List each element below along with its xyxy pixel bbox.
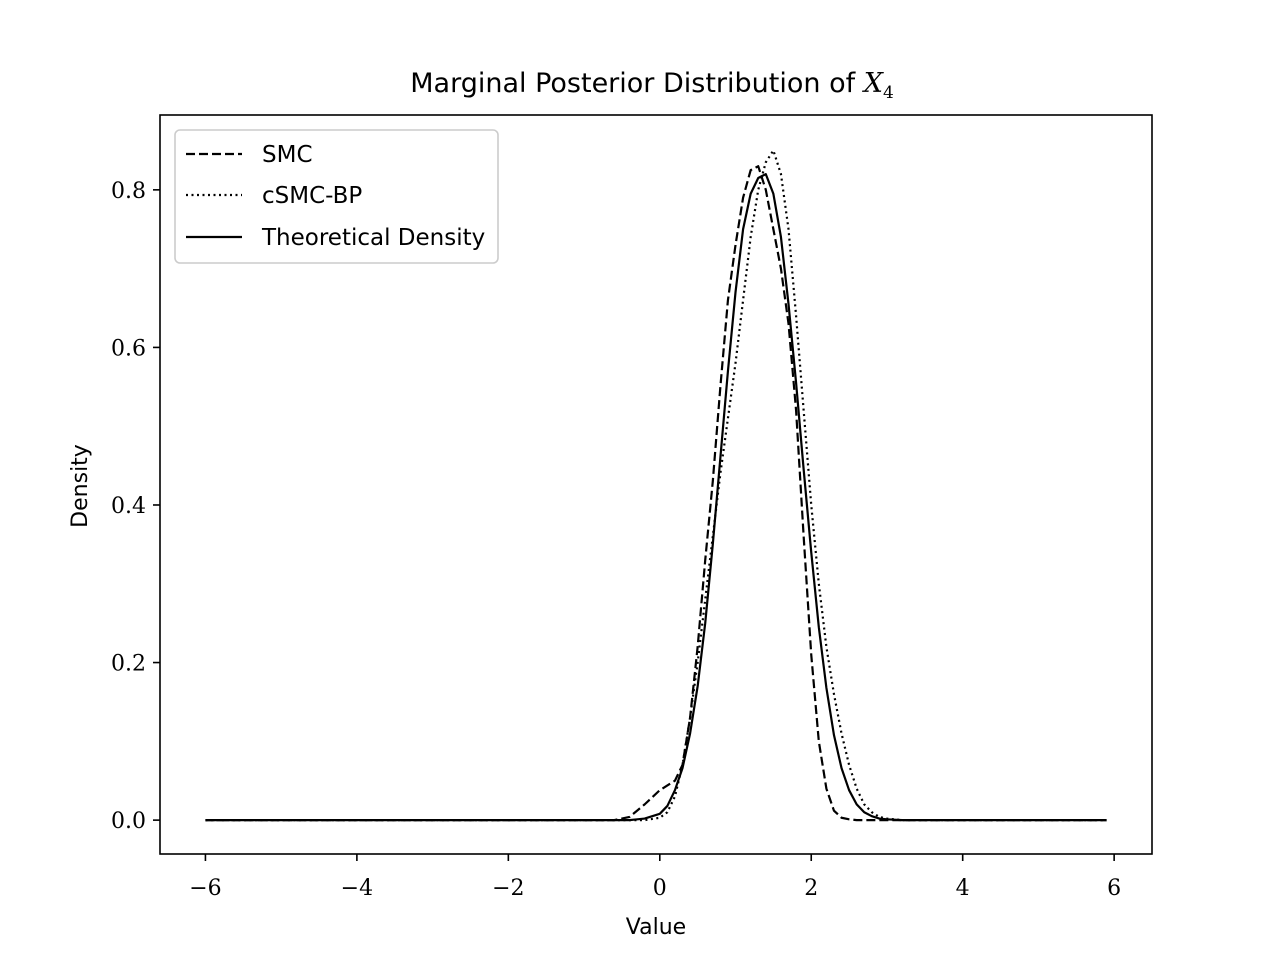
series-line-smc [205, 165, 1107, 822]
legend-label-csmc-bp: cSMC-BP [262, 183, 362, 209]
x-tick-label: 0 [653, 876, 667, 901]
legend-label-theoretical: Theoretical Density [261, 225, 485, 251]
x-tick-label: −2 [492, 876, 524, 901]
legend-label-smc: SMC [262, 142, 313, 168]
y-tick-label: 0.0 [111, 809, 146, 834]
x-tick-label: 2 [804, 876, 818, 901]
series-line-theoretical-density [205, 172, 1107, 822]
legend: SMC cSMC-BP Theoretical Density [174, 129, 499, 264]
chart-title: Marginal Posterior Distribution of X4 [410, 68, 894, 103]
y-tick-label: 0.2 [111, 652, 146, 677]
legend-box [174, 129, 499, 264]
chart-title-math-sub: 4 [883, 83, 894, 103]
y-axis-label: Density [68, 444, 93, 528]
ticks-layer: −6 −4 −2 0 2 4 6 0.0 0.2 0.4 0.6 0.8 [111, 179, 1121, 901]
x-tick-label: −4 [341, 876, 373, 901]
y-tick-label: 0.4 [111, 494, 146, 519]
y-tick-label: 0.6 [111, 336, 146, 361]
x-tick-label: 6 [1107, 876, 1121, 901]
chart-title-math: X [862, 68, 885, 99]
series-layer [205, 149, 1107, 822]
x-tick-label: −6 [189, 876, 221, 901]
chart-title-text: Marginal Posterior Distribution of [410, 68, 863, 99]
x-axis-label: Value [626, 915, 686, 940]
y-tick-label: 0.8 [111, 179, 146, 204]
series-line-csmc-bp [205, 149, 1107, 822]
axes-frame [159, 114, 1153, 855]
x-tick-label: 4 [956, 876, 970, 901]
